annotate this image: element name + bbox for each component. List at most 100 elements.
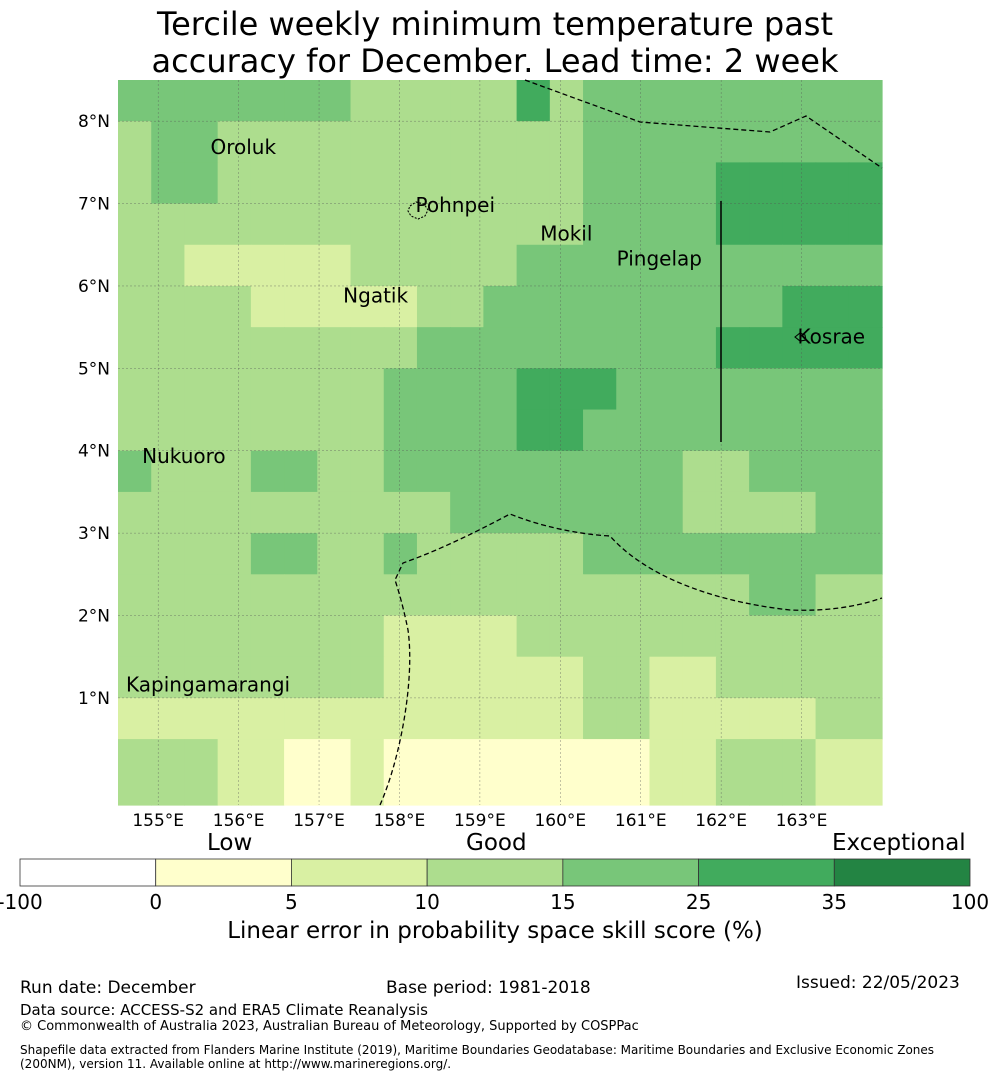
place-label-kapingamarangi: Kapingamarangi	[126, 672, 290, 696]
skill-cell	[250, 285, 285, 328]
skill-cell	[749, 450, 783, 493]
skill-cell	[682, 615, 717, 658]
skill-cell	[416, 285, 451, 328]
skill-cell	[416, 533, 451, 575]
skill-cell	[616, 615, 651, 658]
skill-cell	[549, 327, 584, 369]
skill-cell	[616, 121, 651, 163]
skill-cell	[284, 450, 318, 493]
skill-cell	[715, 739, 750, 806]
skill-cell	[217, 409, 252, 452]
skill-cell	[217, 327, 252, 369]
skill-cell	[350, 491, 385, 534]
skill-cell	[317, 203, 352, 246]
skill-cell	[450, 450, 484, 493]
colorbar-tick-labels: -100 0 5 10 15 25 35 100	[0, 890, 989, 914]
skill-cell	[616, 656, 651, 699]
skill-cell	[350, 739, 385, 806]
skill-cell	[184, 450, 219, 493]
skill-cell	[483, 80, 518, 122]
skill-cell	[250, 203, 285, 246]
eez-boundary-north	[524, 79, 883, 169]
place-label-kosrae: Kosrae	[798, 325, 866, 349]
skill-cell	[682, 491, 717, 534]
skill-cell	[815, 656, 850, 699]
skill-cell	[284, 368, 318, 411]
skill-cell	[118, 491, 152, 534]
skill-cell	[450, 80, 484, 122]
skill-cell	[583, 162, 617, 205]
skill-cell	[151, 203, 186, 246]
skill-cell	[151, 244, 186, 287]
skill-cell	[250, 327, 285, 369]
skill-cell	[184, 656, 219, 699]
skill-cell	[450, 368, 484, 411]
skill-cell	[516, 533, 551, 575]
colorbar-tick-label: 0	[149, 890, 162, 914]
skill-cell	[118, 368, 152, 411]
skill-cell	[682, 533, 717, 575]
skill-cell	[250, 533, 285, 575]
skill-cell	[782, 244, 817, 287]
skill-cell	[649, 368, 684, 411]
skill-cell	[483, 409, 518, 452]
longitude-tick-label: 155°E	[132, 811, 184, 831]
skill-cell	[483, 739, 518, 806]
skill-cell	[616, 327, 651, 369]
skill-cell	[118, 327, 152, 369]
skill-cell	[782, 656, 817, 699]
skill-cell	[416, 80, 451, 122]
skill-cell	[616, 491, 651, 534]
longitude-tick-label: 161°E	[615, 811, 667, 831]
skill-cell	[848, 615, 883, 658]
skill-cell	[317, 450, 352, 493]
skill-cell	[350, 533, 385, 575]
skill-grid-cells	[118, 80, 883, 806]
skill-cell	[151, 574, 186, 617]
skill-cell	[815, 327, 850, 369]
skill-cell	[151, 450, 186, 493]
skill-cell	[782, 80, 817, 122]
skill-cell	[848, 656, 883, 699]
skill-cell	[184, 327, 219, 369]
skill-cell	[649, 409, 684, 452]
skill-cell	[350, 656, 385, 699]
skill-cell	[250, 368, 285, 411]
skill-cell	[815, 739, 850, 806]
skill-cell	[516, 697, 551, 740]
skill-cell	[450, 491, 484, 534]
longitude-tick-label: 160°E	[534, 811, 586, 831]
skill-cell	[317, 491, 352, 534]
skill-cell	[682, 80, 717, 122]
skill-cell	[317, 121, 352, 163]
skill-cell	[649, 203, 684, 246]
skill-cell	[848, 327, 883, 369]
skill-cell	[516, 203, 551, 246]
longitude-tick-label: 163°E	[776, 811, 828, 831]
skill-cell	[749, 656, 783, 699]
skill-cell	[682, 450, 717, 493]
longitude-tick-label: 156°E	[213, 811, 265, 831]
skill-cell	[549, 615, 584, 658]
skill-cell	[450, 533, 484, 575]
skill-cell	[815, 450, 850, 493]
skill-cell	[416, 491, 451, 534]
skill-cell	[317, 285, 352, 328]
pohnpei-island-outline	[407, 201, 429, 220]
colorbar-swatch	[426, 858, 564, 887]
skill-cell	[450, 285, 484, 328]
skill-cell	[583, 285, 617, 328]
skill-cell	[782, 121, 817, 163]
skill-cell	[616, 450, 651, 493]
skill-cell	[782, 615, 817, 658]
island-outlines	[407, 201, 807, 342]
skill-cell	[649, 491, 684, 534]
kosrae-island-outline	[794, 332, 807, 342]
skill-cell	[616, 533, 651, 575]
skill-cell	[483, 450, 518, 493]
place-label-pingelap: Pingelap	[617, 246, 702, 270]
skill-cell	[583, 656, 617, 699]
longitude-tick-label: 158°E	[374, 811, 426, 831]
skill-cell	[583, 615, 617, 658]
skill-cell	[715, 656, 750, 699]
